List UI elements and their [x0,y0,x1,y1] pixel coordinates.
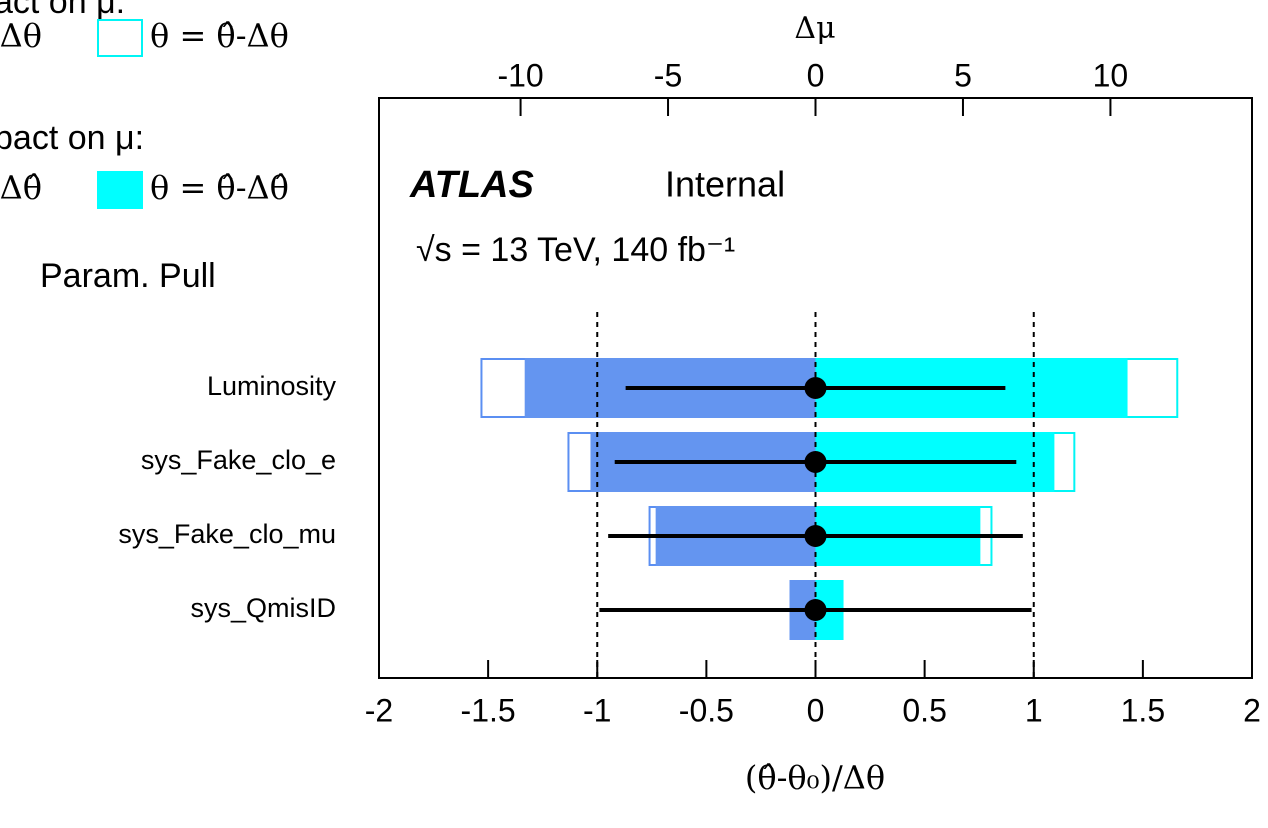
category-label: sys_Fake_clo_mu [118,519,336,549]
status-label: Internal [665,164,785,205]
x2-axis-title: Δμ [794,11,835,46]
x2-tick-label: 5 [954,57,972,93]
x-tick-label: -1.5 [461,692,516,728]
x2-tick-label: -5 [654,57,682,93]
x-tick-label: -1 [583,692,611,728]
legend-label: Δθ̂ [0,169,42,207]
x2-tick-label: 10 [1093,57,1129,93]
category-label: sys_QmisID [190,593,336,623]
x-tick-label: -2 [365,692,393,728]
pull-marker [804,525,827,547]
x2-tick-label: -10 [497,57,543,93]
pull-marker [804,377,827,399]
pull-marker [804,451,827,473]
x2-tick-label: 0 [807,57,825,93]
legend-swatch [97,171,143,209]
category-label: Luminosity [207,371,337,401]
x-tick-label: 0 [807,692,825,728]
legend-label: θ = θ̂-Δθ̂ [150,169,289,207]
x-tick-label: 1 [1025,692,1043,728]
legend-header: pact on μ: [0,119,144,157]
category-label: sys_Fake_clo_e [141,445,336,475]
pull-legend: Param. Pull [40,257,216,295]
pull-marker [804,599,827,621]
x-axis-title: (θ̂-θ₀)/Δθ [745,759,885,797]
x-tick-label: -0.5 [679,692,734,728]
legend-label: Δθ [0,17,42,55]
x-tick-label: 2 [1243,692,1261,728]
x-tick-label: 0.5 [902,692,946,728]
legend-label: θ = θ̂-Δθ [150,17,289,55]
legend-swatch [97,19,143,57]
experiment-label: ATLAS [409,164,534,206]
legend-header: act on μ: [0,0,125,21]
x-tick-label: 1.5 [1121,692,1165,728]
energy-lumi-label: √s = 13 TeV, 140 fb⁻¹ [416,231,735,269]
